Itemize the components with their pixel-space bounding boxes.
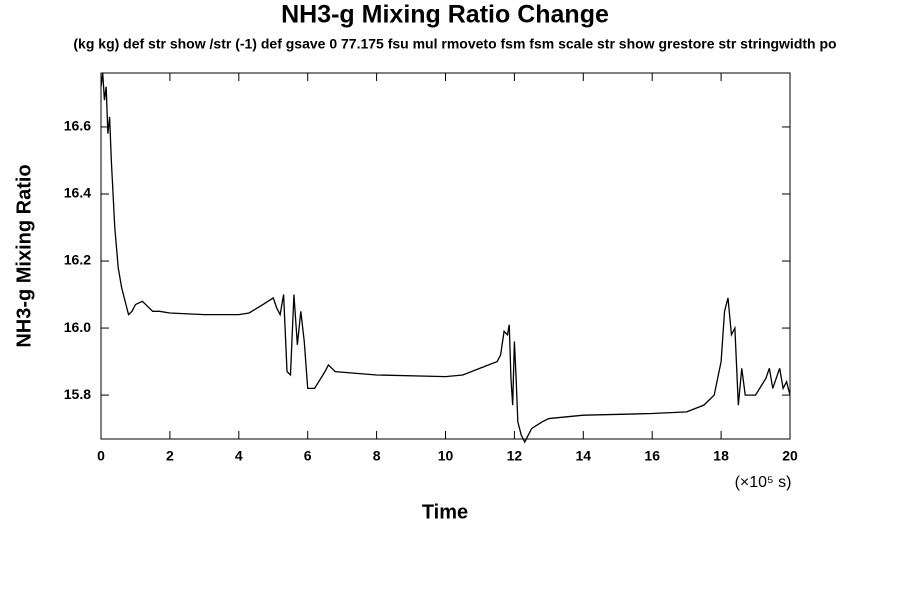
x-tick-label: 10 [438,448,454,464]
x-tick-label: 12 [507,448,523,464]
x-tick-label: 0 [97,448,105,464]
x-tick-label: 8 [373,448,381,464]
y-tick-label: 16.2 [64,252,91,268]
y-axis-label: NH3-g Mixing Ratio [13,164,35,347]
x-tick-label: 18 [713,448,729,464]
x-tick-label: 6 [304,448,312,464]
chart-subtitle: (kg kg) def str show /str (-1) def gsave… [73,36,836,52]
plot-frame [100,72,791,440]
data-line [100,73,791,444]
y-tick-label: 16.6 [64,118,91,134]
y-tick-label: 16.4 [64,185,91,201]
x-tick-label: 2 [166,448,174,464]
x-axis-unit: (×10⁵ s) [735,474,792,491]
x-axis-label: Time [422,501,468,523]
y-tick-label: 16.0 [64,319,91,335]
x-tick-label: 20 [782,448,798,464]
chart-title: NH3-g Mixing Ratio Change [281,1,609,29]
x-tick-label: 4 [235,448,243,464]
x-tick-label: 16 [644,448,660,464]
x-tick-label: 14 [576,448,592,464]
y-tick-label: 15.8 [64,386,91,402]
